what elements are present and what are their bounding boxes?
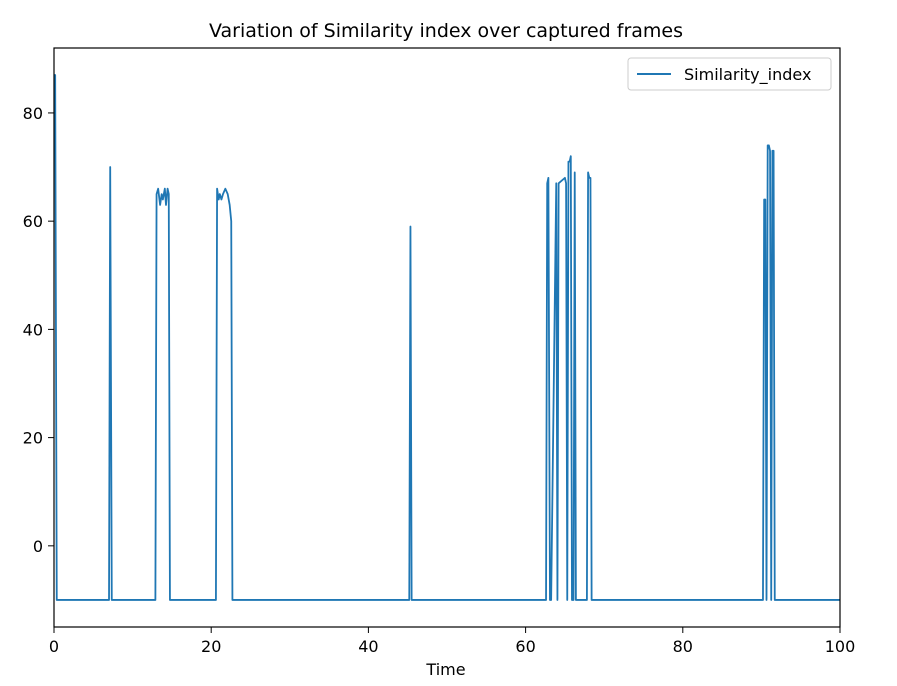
x-tick-label: 80 [673,637,693,656]
y-axis-ticks: 0 20 40 60 80 [23,104,54,556]
legend-series-label: Similarity_index [684,65,811,85]
y-tick-label: 0 [33,537,43,556]
x-axis-label: Time [425,660,465,679]
axes-frame [53,47,841,628]
plot-area [54,74,840,601]
chart-title: Variation of Similarity index over captu… [209,20,683,42]
series-line-0 [54,74,840,601]
y-tick-label: 20 [23,429,43,448]
y-tick-label: 80 [23,104,43,123]
legend-box [627,57,832,91]
legend: Similarity_index [627,57,832,91]
x-axis-ticks: 0 20 40 60 80 100 [49,627,855,656]
x-tick-label: 0 [49,637,59,656]
x-tick-label: 20 [201,637,221,656]
y-tick-label: 40 [23,320,43,339]
x-tick-label: 100 [825,637,856,656]
y-tick-label: 60 [23,212,43,231]
x-tick-label: 40 [358,637,378,656]
x-tick-label: 60 [515,637,535,656]
